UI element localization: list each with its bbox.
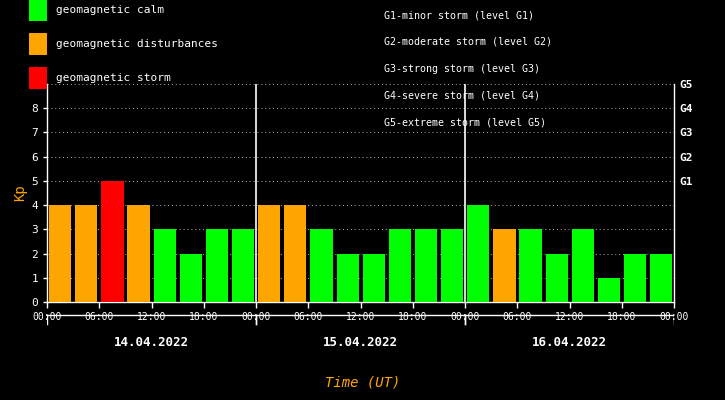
Bar [258,205,281,302]
Y-axis label: Kp: Kp [13,185,27,201]
Bar [362,254,385,302]
Bar [206,229,228,302]
Text: G3-strong storm (level G3): G3-strong storm (level G3) [384,64,540,74]
Bar [154,229,176,302]
Bar [284,205,307,302]
Text: G5-extreme storm (level G5): G5-extreme storm (level G5) [384,117,546,127]
Bar [624,254,646,302]
Bar [310,229,333,302]
Bar [650,254,672,302]
Bar [232,229,254,302]
Bar [519,229,542,302]
Text: geomagnetic disturbances: geomagnetic disturbances [56,39,217,49]
Bar [545,254,568,302]
Text: geomagnetic storm: geomagnetic storm [56,73,170,83]
Bar [415,229,437,302]
Text: 16.04.2022: 16.04.2022 [532,336,608,349]
Bar [598,278,620,302]
Bar [572,229,594,302]
Bar [49,205,71,302]
Text: G4-severe storm (level G4): G4-severe storm (level G4) [384,90,540,100]
Text: G1-minor storm (level G1): G1-minor storm (level G1) [384,10,534,20]
Bar [467,205,489,302]
Bar [441,229,463,302]
Bar [128,205,149,302]
Text: 14.04.2022: 14.04.2022 [114,336,189,349]
Bar [102,181,123,302]
Bar [180,254,202,302]
Text: G2-moderate storm (level G2): G2-moderate storm (level G2) [384,37,552,47]
Bar [336,254,359,302]
Text: Time (UT): Time (UT) [325,376,400,390]
Bar [493,229,515,302]
Text: 15.04.2022: 15.04.2022 [323,336,398,349]
Text: geomagnetic calm: geomagnetic calm [56,5,164,15]
Bar [389,229,411,302]
Bar [75,205,97,302]
